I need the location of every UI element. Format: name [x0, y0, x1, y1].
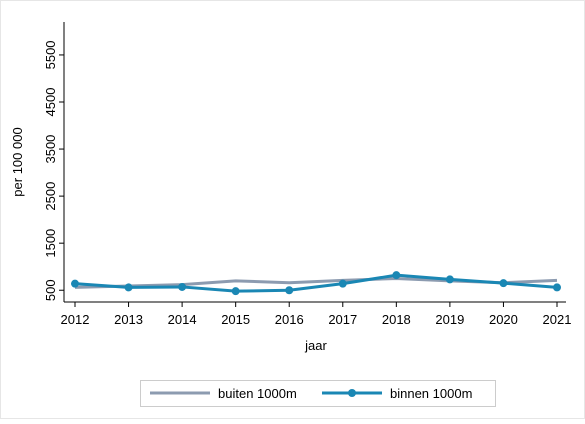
point — [285, 286, 294, 295]
x-tick-label: 2012 — [61, 312, 90, 327]
x-tick-label: 2016 — [275, 312, 304, 327]
y-tick-label: 3500 — [43, 135, 58, 164]
point — [392, 271, 401, 280]
point — [338, 279, 347, 288]
point — [499, 279, 508, 288]
point — [178, 282, 187, 291]
y-tick-label: 5500 — [43, 40, 58, 69]
x-tick-label: 2014 — [168, 312, 197, 327]
legend-box — [140, 380, 496, 407]
y-tick-label: 4500 — [43, 88, 58, 117]
point — [553, 283, 561, 292]
x-tick-label: 2015 — [221, 312, 250, 327]
point — [445, 275, 454, 284]
point — [71, 279, 79, 288]
y-tick-label: 1500 — [43, 229, 58, 258]
point — [124, 283, 133, 292]
x-tick-label: 2018 — [382, 312, 411, 327]
x-tick-label: 2021 — [543, 312, 572, 327]
x-tick-label: 2013 — [114, 312, 143, 327]
series-line — [74, 273, 558, 293]
legend-label: buiten 1000m — [218, 386, 297, 401]
x-tick-label: 2019 — [435, 312, 464, 327]
x-tick-label: 2017 — [328, 312, 357, 327]
y-axis-label: per 100 000 — [10, 127, 25, 196]
y-tick-label: 2500 — [43, 182, 58, 211]
x-axis-label: jaar — [304, 338, 327, 353]
point — [231, 287, 240, 296]
x-tick-label: 2020 — [489, 312, 518, 327]
y-tick-label: 500 — [43, 279, 58, 301]
legend-marker — [348, 389, 356, 397]
legend-label: binnen 1000m — [390, 386, 472, 401]
